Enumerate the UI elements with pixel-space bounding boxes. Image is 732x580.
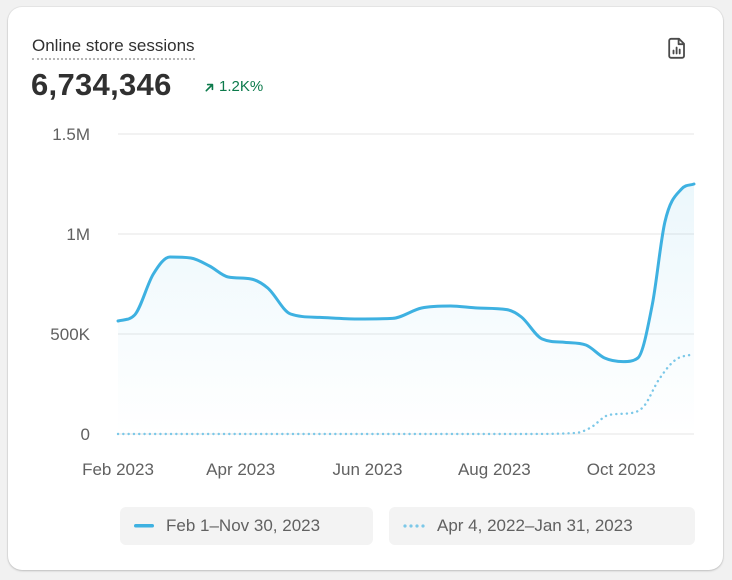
legend-comparison-label: Apr 4, 2022–Jan 31, 2023 [437,516,633,535]
y-tick-label: 500K [50,325,90,344]
x-tick-label: Apr 2023 [206,460,275,479]
legend-comparison-series[interactable]: Apr 4, 2022–Jan 31, 2023 [389,507,695,545]
solid-line-swatch [134,524,154,528]
change-percent: 1.2K% [219,78,264,95]
primary-series-area [118,184,694,434]
total-sessions-value: 6,734,346 [31,67,172,102]
x-tick-label: Oct 2023 [587,460,656,479]
legend-primary-series[interactable]: Feb 1–Nov 30, 2023 [120,507,373,545]
change-badge: 1.2K% [204,78,263,96]
dotted-line-swatch [403,524,425,528]
view-report-button[interactable] [663,34,691,62]
report-icon [668,37,685,59]
x-tick-label: Aug 2023 [458,460,531,479]
y-tick-label: 0 [81,425,90,444]
x-tick-label: Jun 2023 [333,460,403,479]
legend-primary-label: Feb 1–Nov 30, 2023 [166,516,321,535]
primary-series-line [116,182,696,364]
arrow-up-right-icon [205,83,214,92]
card-title[interactable]: Online store sessions [32,36,195,60]
y-tick-label: 1M [66,225,90,244]
sessions-card: Online store sessions 6,734,346 1.2K% 0 5… [8,7,723,570]
x-tick-label: Feb 2023 [82,460,154,479]
sessions-line-chart: 0 500K 1M 1.5M Feb 2023 Apr 2023 Jun 2023 Aug 2… [50,125,696,479]
y-tick-label: 1.5M [52,125,90,144]
